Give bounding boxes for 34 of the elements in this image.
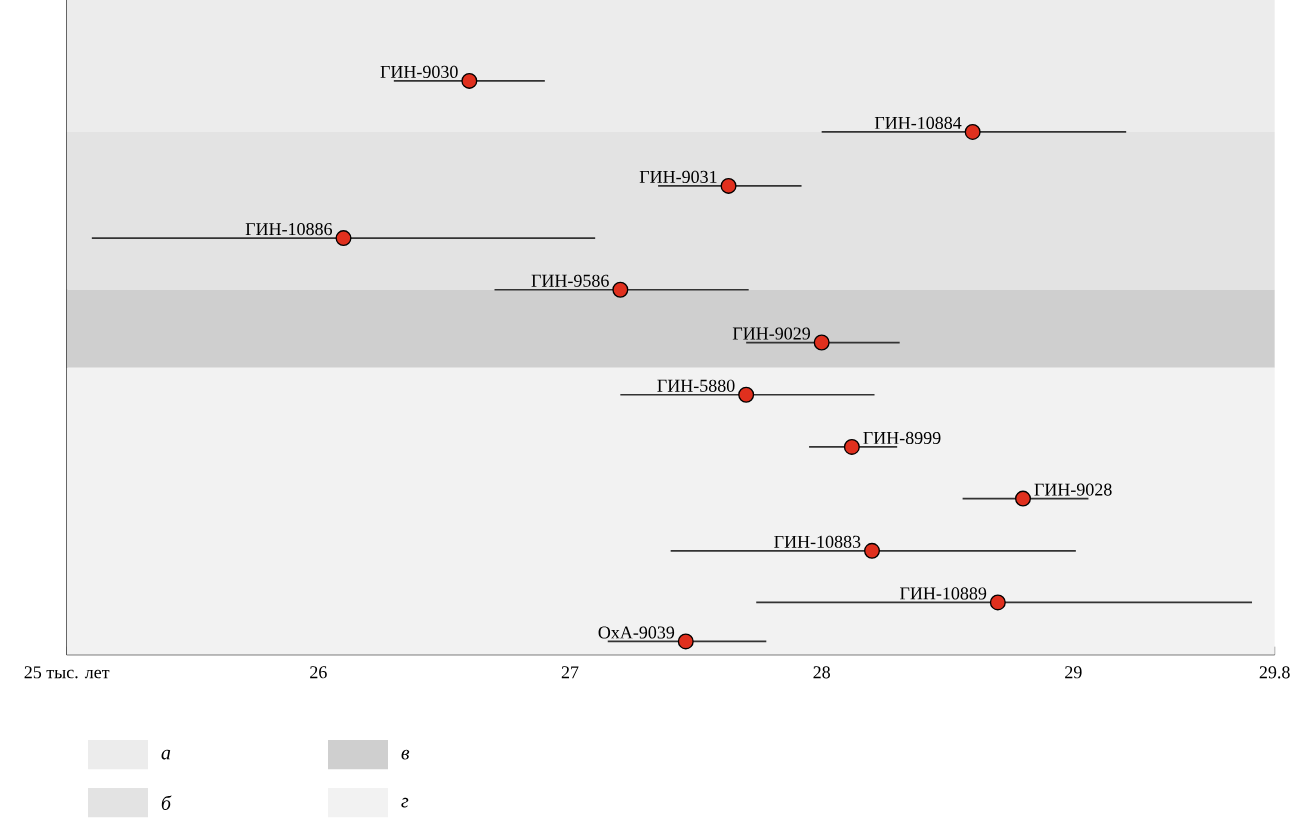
annotation: ГИН-9028 [1034,483,1112,496]
legend-label: б [161,795,172,810]
x-tick-label: 26 [310,666,327,679]
point [612,281,629,298]
legend-label: г [401,797,409,808]
annotation: ГИН-9029 [732,327,810,340]
legend-label: а [161,749,171,760]
point [720,177,737,194]
point [964,123,981,140]
annotation: ГИН-10883 [774,535,861,548]
point [989,594,1006,611]
point [813,334,830,351]
point [864,542,880,559]
x-tick-label: 28 [813,666,830,679]
x-tick-label: 25 тыс. лет [24,666,110,679]
point [1015,490,1031,507]
annotation: ГИН-9030 [380,65,458,78]
point [335,230,352,247]
annotation: OxA-9039 [598,626,675,639]
annotation: ГИН-10884 [874,116,962,130]
x-tick-label: 29.8 [1259,666,1290,679]
annotation: ГИН-9031 [639,170,717,183]
point [677,633,694,650]
annotation: ГИН-10889 [900,587,987,600]
annotation: ГИН-5880 [657,379,735,392]
annotation: ГИН-8999 [863,431,941,445]
annotation: ГИН-10886 [245,223,333,236]
legend-label: в [401,749,410,760]
point [843,438,860,455]
point [738,386,755,403]
x-tick-label: 27 [561,666,579,679]
annotation: ГИН-9586 [531,274,609,287]
point [461,72,478,89]
x-tick-label: 29 [1065,666,1082,679]
